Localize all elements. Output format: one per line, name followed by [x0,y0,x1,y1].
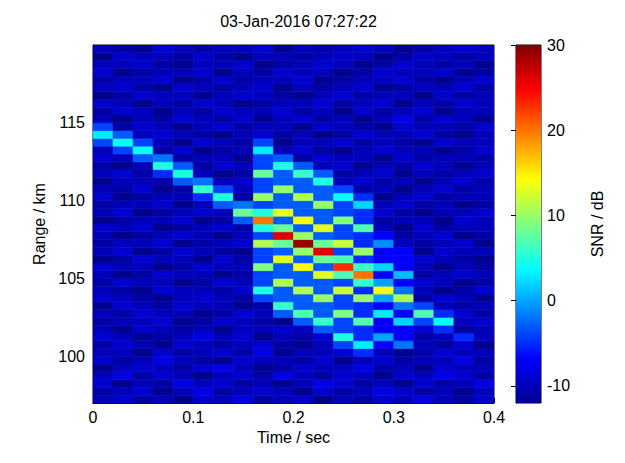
svg-text:30: 30 [547,37,565,54]
svg-text:SNR / dB: SNR / dB [589,191,606,258]
svg-text:100: 100 [58,348,85,365]
svg-text:105: 105 [58,270,85,287]
svg-text:0.2: 0.2 [282,409,304,426]
svg-text:115: 115 [59,114,85,131]
svg-text:Range / km: Range / km [31,183,48,265]
svg-text:03-Jan-2016 07:27:22: 03-Jan-2016 07:27:22 [220,13,377,30]
svg-text:10: 10 [547,207,565,224]
svg-text:0: 0 [547,292,556,309]
svg-text:110: 110 [59,192,85,209]
svg-text:20: 20 [547,122,565,139]
svg-text:0.1: 0.1 [182,409,204,426]
svg-text:Time / sec: Time / sec [257,429,330,446]
svg-text:0.4: 0.4 [483,409,505,426]
svg-text:0: 0 [89,409,98,426]
svg-text:0.3: 0.3 [383,409,405,426]
svg-text:-10: -10 [547,377,570,394]
